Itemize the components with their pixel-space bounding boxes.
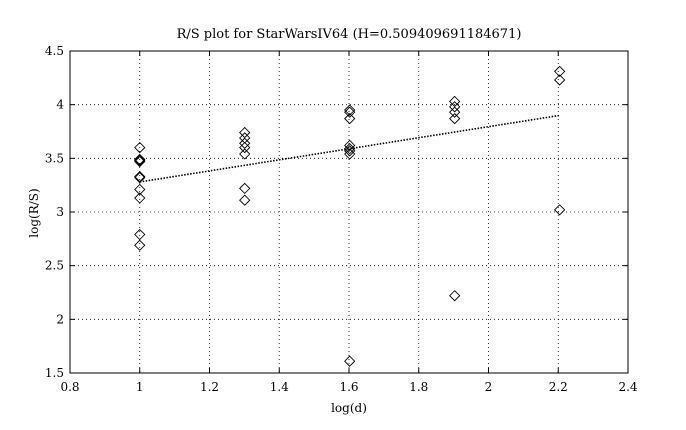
x-tick-labels: 0.8 1 1.2 1.4 1.6 1.8 2 2.2 2.4 <box>60 380 637 394</box>
data-point <box>239 194 251 206</box>
data-point <box>134 155 146 168</box>
y-tick-label: 2 <box>56 312 64 326</box>
y-axis-label: log(R/S) <box>27 188 41 237</box>
x-tick-label: 1 <box>136 380 144 394</box>
x-tick-label: 0.8 <box>60 380 79 394</box>
x-tick-label: 1.8 <box>409 380 428 394</box>
data-point <box>344 145 356 157</box>
y-tick-label: 3.5 <box>45 151 64 165</box>
y-tick-label: 3 <box>56 205 64 219</box>
y-tick-label: 4.5 <box>45 44 64 58</box>
data-point <box>449 95 461 108</box>
chart-title: R/S plot for StarWarsIV64 (H=0.509409691… <box>177 27 522 42</box>
data-point <box>134 172 146 184</box>
data-point <box>449 290 461 302</box>
data-points <box>134 65 566 367</box>
data-point <box>134 154 146 167</box>
data-point <box>344 106 356 118</box>
x-tick-label: 1.2 <box>200 380 219 394</box>
data-point <box>239 137 251 149</box>
y-tick-label: 2.5 <box>45 259 64 273</box>
data-point <box>344 143 356 155</box>
data-point <box>134 228 146 241</box>
x-tick-label: 2.2 <box>549 380 568 394</box>
tick-marks <box>69 50 629 374</box>
data-point <box>239 182 251 195</box>
data-point <box>239 126 251 139</box>
grid-lines <box>70 51 628 373</box>
data-point <box>134 192 146 204</box>
x-tick-label: 2 <box>485 380 493 394</box>
data-point <box>239 148 251 160</box>
y-tick-label: 1.5 <box>45 366 64 380</box>
y-tick-labels: 1.5 2 2.5 3 3.5 4 4.5 <box>45 44 64 380</box>
data-point <box>134 153 146 166</box>
data-point <box>449 101 461 113</box>
data-point <box>344 104 356 116</box>
data-point <box>554 74 566 86</box>
data-point <box>554 65 566 78</box>
y-tick-label: 4 <box>56 98 64 112</box>
data-point <box>344 112 356 125</box>
x-axis-label: log(d) <box>331 401 367 415</box>
data-point <box>344 139 356 152</box>
x-tick-label: 1.6 <box>339 380 358 394</box>
data-point <box>449 106 461 118</box>
x-tick-label: 1.4 <box>270 380 289 394</box>
data-point <box>449 112 461 125</box>
data-point <box>134 141 146 154</box>
data-point <box>239 141 251 154</box>
data-point <box>134 170 146 183</box>
data-point <box>134 183 146 196</box>
data-point <box>344 355 356 367</box>
x-tick-label: 2.4 <box>618 380 637 394</box>
fit-line <box>139 114 560 183</box>
data-point <box>554 204 566 216</box>
data-point <box>134 239 146 251</box>
